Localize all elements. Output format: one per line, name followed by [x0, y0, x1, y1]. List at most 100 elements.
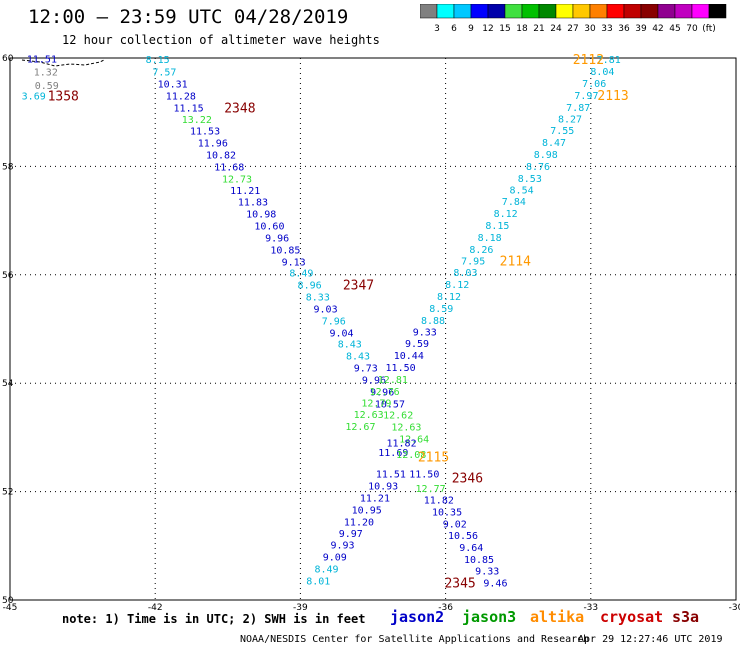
- wave-height-label: 11.69: [378, 448, 408, 459]
- page-subtitle: 12 hour collection of altimeter wave hei…: [62, 33, 380, 47]
- wave-height-label: 10.56: [448, 531, 478, 542]
- wave-height-label: 12.76: [370, 387, 400, 398]
- wave-height-label: 9.13: [282, 257, 306, 268]
- legend-scale-label: 36: [618, 24, 630, 34]
- wave-height-label: 10.35: [432, 508, 462, 519]
- wave-height-label: 9.96: [370, 387, 394, 398]
- legend-s3a: s3a: [672, 608, 700, 626]
- wave-height-label: 11.50: [409, 470, 439, 481]
- wave-height-label: 7.57: [152, 68, 176, 79]
- wave-height-label: 11.21: [360, 494, 390, 505]
- wave-height-label: 8.96: [298, 281, 322, 292]
- wave-height-label: 10.93: [368, 482, 398, 493]
- y-tick-label: 50: [2, 596, 14, 606]
- wave-height-label: 10.98: [246, 210, 276, 221]
- pass-time-label: 2346: [452, 472, 483, 487]
- footer-note: note: 1) Time is in UTC; 2) SWH is in fe…: [62, 612, 366, 626]
- wave-height-label: 11.28: [166, 91, 196, 102]
- legend-scale-label: 27: [567, 24, 578, 34]
- wave-height-label: 7.96: [322, 316, 346, 327]
- x-tick-label: -30: [729, 603, 740, 613]
- wave-height-label: 12.62: [383, 411, 413, 422]
- wave-height-label: 10.60: [254, 221, 284, 232]
- wave-height-label: 11.51: [376, 470, 406, 481]
- wave-height-label: 11.53: [190, 127, 220, 138]
- wave-height-label: 9.73: [354, 363, 378, 374]
- wave-height-label: 9.04: [329, 328, 353, 339]
- wave-height-label: 8.47: [542, 138, 566, 149]
- credit-line: NOAA/NESDIS Center for Satellite Applica…: [240, 634, 590, 645]
- legend-scale-label: 24: [550, 24, 562, 34]
- wave-height-label: 12.81: [378, 375, 408, 386]
- wave-height-label: 9.02: [443, 520, 467, 531]
- y-tick-label: 52: [2, 488, 13, 498]
- wave-height-label: 8.01: [306, 576, 330, 587]
- wave-height-label: 8.03: [453, 268, 477, 279]
- legend-scale-label: 18: [516, 24, 528, 34]
- wave-height-label: 8.26: [469, 245, 493, 256]
- x-tick-label: -39: [293, 603, 308, 613]
- legend-cryosat: cryosat: [600, 608, 664, 626]
- y-tick-label: 58: [2, 162, 14, 172]
- wave-height-label: 1.32: [34, 68, 58, 79]
- wave-height-label: 3.69: [22, 91, 46, 102]
- y-tick-label: 56: [2, 271, 14, 281]
- wave-height-label: 8.98: [534, 150, 558, 161]
- wave-height-label: 8.88: [421, 316, 445, 327]
- wave-height-label: 9.03: [314, 304, 338, 315]
- wave-height-label: 11.15: [174, 103, 204, 114]
- wave-height-label: 12.08: [396, 450, 426, 461]
- pass-time-label: 1358: [48, 89, 79, 104]
- wave-height-label: 13.22: [182, 115, 212, 126]
- wave-height-label: 7.87: [566, 103, 590, 114]
- wave-height-label: 11.51: [27, 55, 57, 66]
- wave-height-label: 8.54: [510, 186, 534, 197]
- wave-height-points: 11.51 1.32 0.593.69 8.15 7.5710.3111.2811.15…: [22, 55, 621, 590]
- color-scale-legend: 3 6 9 12 15 18 21 24 27 30 33 36 39 42 45 70 (ft): [420, 4, 727, 34]
- pass-time-label: 2348: [224, 101, 255, 116]
- wave-height-label: 11.68: [214, 162, 244, 173]
- wave-height-label: 8.18: [478, 233, 502, 244]
- pass-time-label: 2115: [418, 450, 449, 465]
- wave-height-label: 11.82: [424, 496, 454, 507]
- wave-height-label: 8.49: [289, 269, 313, 280]
- page-title: 12:00 — 23:59 UTC 04/28/2019: [28, 6, 349, 28]
- wave-height-label: 12.64: [399, 434, 429, 445]
- wave-height-label: 12.77: [416, 484, 446, 495]
- wave-height-label: 11.20: [344, 517, 374, 528]
- legend-scale-label: 45: [669, 24, 680, 34]
- legend-scale-label: 42: [652, 24, 663, 34]
- legend-scale-label: 15: [499, 24, 510, 34]
- y-tick-label: 54: [2, 379, 14, 389]
- wave-height-label: 10.31: [158, 79, 188, 90]
- legend-scale-label: 12: [482, 24, 493, 34]
- y-tick-label: 60: [2, 54, 14, 64]
- wave-height-label: 11.21: [230, 186, 260, 197]
- wave-height-label: 9.59: [405, 339, 429, 350]
- legend-scale-label: 30: [584, 24, 596, 34]
- x-tick-label: -45: [3, 603, 18, 613]
- legend-jason2: jason2: [390, 608, 445, 626]
- legend-scale-label: 9: [468, 24, 474, 34]
- legend-scale-label: (ft): [702, 24, 716, 34]
- wave-height-label: 8.76: [526, 162, 550, 173]
- x-tick-label: -42: [148, 603, 163, 613]
- x-tick-label: -36: [438, 603, 453, 613]
- wave-height-label: 7.95: [461, 257, 485, 268]
- wave-height-label: 10.95: [352, 505, 382, 516]
- wave-height-label: 9.46: [483, 579, 507, 590]
- wave-height-label: 8.53: [518, 174, 542, 185]
- wave-height-label: 11.96: [198, 139, 228, 150]
- wave-height-label: 8.33: [306, 292, 330, 303]
- wave-height-label: 12.63: [391, 423, 421, 434]
- wave-height-label: 8.59: [429, 304, 453, 315]
- wave-height-label: 8.12: [494, 209, 518, 220]
- pass-time-label: 2347: [343, 279, 374, 294]
- pass-time-label: 2345: [444, 577, 475, 592]
- generation-timestamp: Apr 29 12:27:46 UTC 2019: [578, 634, 723, 645]
- wave-height-label: 10.82: [206, 150, 236, 161]
- wave-height-label: 7.06: [582, 79, 606, 90]
- wave-height-label: 11.50: [386, 363, 416, 374]
